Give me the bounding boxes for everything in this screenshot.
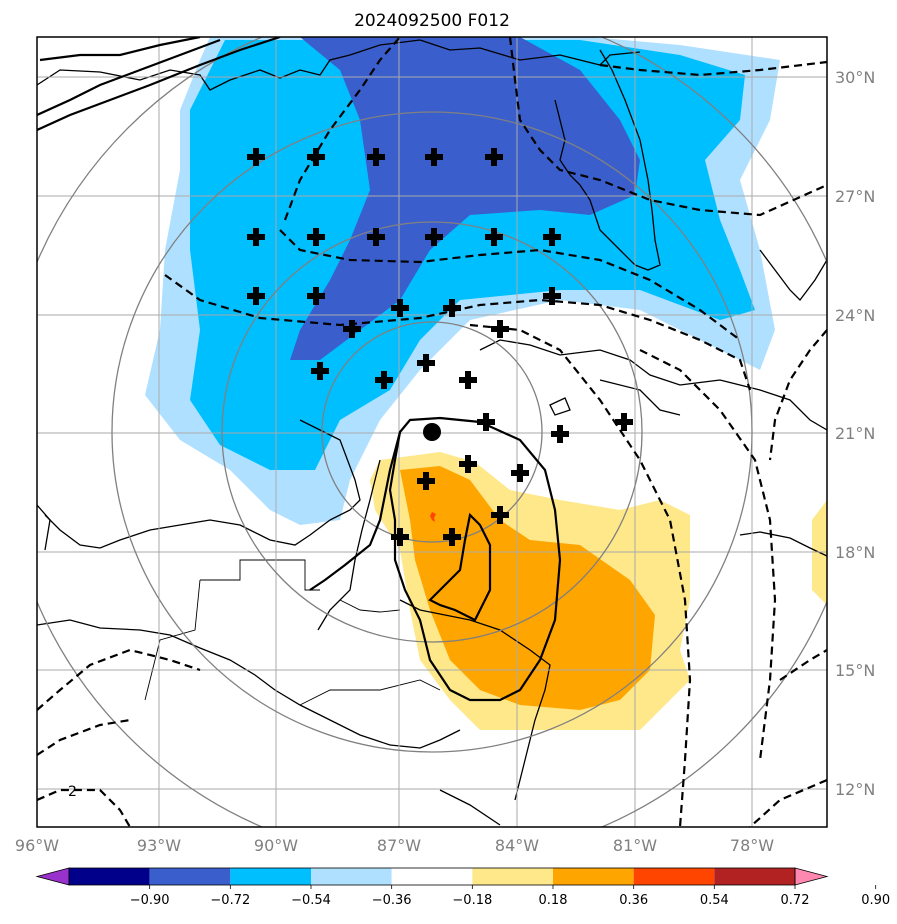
dashed-contours — [37, 37, 827, 827]
colorbar-segment — [633, 868, 715, 885]
cross-marker — [391, 299, 409, 317]
cross-marker — [307, 287, 325, 305]
colorbar-tick-label: 0.54 — [700, 893, 729, 908]
cross-marker — [491, 506, 509, 524]
cross-marker — [307, 228, 325, 246]
colorbar-tick-label: 0.90 — [861, 893, 890, 908]
cross-marker — [485, 148, 503, 166]
colorbar-segment — [553, 868, 634, 885]
colorbar-frame — [68, 867, 796, 886]
colorbar-tick-label: 0.72 — [781, 893, 810, 908]
lat-label: 27°N — [835, 187, 875, 206]
latitude-labels: 30°N 27°N 24°N 21°N 18°N 15°N 12°N — [835, 68, 875, 799]
cross-marker — [477, 413, 495, 431]
cross-markers — [247, 148, 633, 546]
cross-marker — [511, 464, 529, 482]
colorbar-segment — [391, 868, 473, 885]
colorbar-segment — [472, 868, 553, 885]
cross-marker — [375, 371, 393, 389]
cross-marker — [425, 228, 443, 246]
figure-title: 2024092500 F012 — [354, 11, 510, 31]
lon-label: 96°W — [15, 836, 59, 855]
lon-label: 84°W — [495, 836, 539, 855]
cross-marker — [307, 148, 325, 166]
cross-marker — [459, 455, 477, 473]
cross-marker — [543, 228, 561, 246]
lon-label: 93°W — [137, 836, 181, 855]
map-area: 2 — [37, 37, 827, 827]
longitude-labels: 96°W 93°W 90°W 87°W 84°W 81°W 78°W — [15, 836, 774, 855]
cross-marker — [425, 148, 443, 166]
cross-marker — [367, 148, 385, 166]
lon-label: 90°W — [254, 836, 298, 855]
colorbar-tick-label: −0.72 — [210, 893, 250, 908]
cross-marker — [485, 228, 503, 246]
cross-marker — [417, 472, 435, 490]
cross-marker — [615, 413, 633, 431]
lon-label: 81°W — [613, 836, 657, 855]
map-frame — [36, 36, 828, 828]
colorbar-segment — [230, 868, 311, 885]
colorbar-segment — [149, 868, 231, 885]
colorbar-segment — [311, 868, 392, 885]
lat-label: 15°N — [835, 661, 875, 680]
lon-label: 87°W — [377, 836, 421, 855]
cross-marker — [391, 528, 409, 546]
cross-marker — [247, 287, 265, 305]
storm-track-marker — [430, 512, 436, 522]
colorbar-tick-label: −0.54 — [291, 893, 331, 908]
cross-marker — [443, 299, 461, 317]
colorbar-tick-label: −0.18 — [452, 893, 492, 908]
colorbar-tick-label: 0.36 — [619, 893, 648, 908]
storm-center-marker — [423, 423, 441, 441]
lat-label: 18°N — [835, 543, 875, 562]
cross-marker — [343, 320, 361, 338]
cross-marker — [491, 320, 509, 338]
lat-label: 30°N — [835, 68, 875, 87]
range-rings — [37, 37, 827, 827]
positive-anomaly-fill — [370, 452, 827, 730]
country-borders — [144, 559, 441, 706]
colorbar-tick-label: 0.18 — [539, 893, 568, 908]
contour-label: 2 — [68, 784, 77, 800]
lon-label: 78°W — [730, 836, 774, 855]
cross-marker — [459, 371, 477, 389]
colorbar: −0.90 −0.72 −0.54 −0.36 −0.18 0.18 0.36 0.54 0.7… — [35, 867, 890, 908]
colorbar-segment — [69, 868, 150, 885]
cross-marker — [443, 528, 461, 546]
cross-marker — [367, 228, 385, 246]
coastlines — [37, 39, 827, 826]
cross-marker — [247, 148, 265, 166]
negative-anomaly-fill — [145, 37, 780, 525]
cross-marker — [247, 228, 265, 246]
colorbar-segment — [714, 868, 795, 885]
cross-marker — [311, 362, 329, 380]
colorbar-extend-high — [794, 867, 829, 886]
lat-label: 24°N — [835, 306, 875, 325]
lat-label: 12°N — [835, 780, 875, 799]
lat-label: 21°N — [835, 424, 875, 443]
colorbar-extend-low — [35, 867, 70, 886]
cross-marker — [417, 354, 435, 372]
colorbar-tick-label: −0.90 — [130, 893, 170, 908]
colorbar-tick-label: −0.36 — [372, 893, 412, 908]
cross-marker — [551, 425, 569, 443]
cross-marker — [543, 287, 561, 305]
